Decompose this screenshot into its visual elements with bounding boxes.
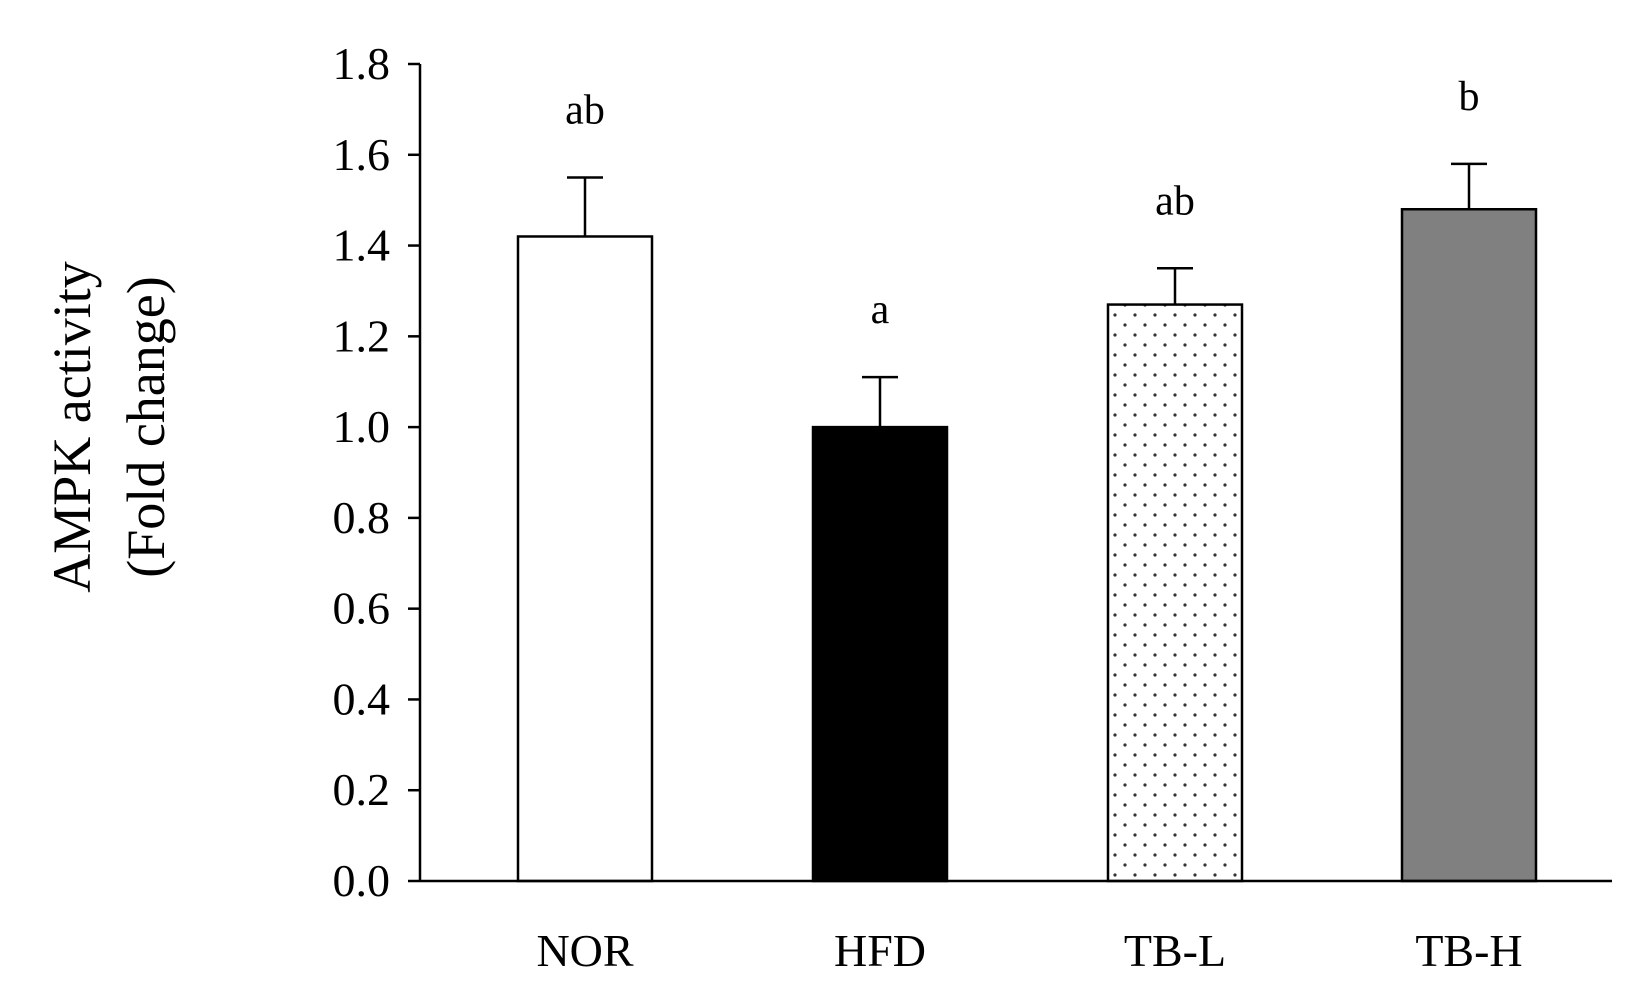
significance-label: ab <box>1155 178 1195 224</box>
y-axis-title: AMPK activity (Fold change) <box>42 261 176 593</box>
y-tick-label: 0.2 <box>333 764 391 815</box>
significance-labels: ab a ab b <box>565 74 1479 333</box>
y-tick-label: 0.8 <box>333 492 391 543</box>
y-axis-ticks: 0.0 0.2 0.4 0.6 0.8 1.0 1.2 1.4 1.6 1.8 <box>333 38 420 906</box>
category-label: TB-H <box>1415 925 1522 976</box>
bar-nor <box>516 235 654 883</box>
significance-label: ab <box>565 87 605 133</box>
bar-series <box>516 207 1538 883</box>
y-axis-title-line-2: (Fold change) <box>116 276 176 577</box>
significance-label: b <box>1459 74 1480 120</box>
category-label: NOR <box>536 925 633 976</box>
y-axis-title-line-1: AMPK activity <box>42 261 102 593</box>
y-tick-label: 0.4 <box>333 673 391 724</box>
x-axis-categories: NOR HFD TB-L TB-H <box>536 925 1522 976</box>
y-tick-label: 1.0 <box>333 401 391 452</box>
y-tick-label: 1.2 <box>333 310 391 361</box>
y-tick-label: 1.8 <box>333 38 391 89</box>
y-tick-label: 1.4 <box>333 220 391 271</box>
category-label: TB-L <box>1124 925 1226 976</box>
bar-tb-l <box>1106 303 1244 883</box>
y-tick-label: 1.6 <box>333 129 391 180</box>
bar-tb-h <box>1400 207 1538 883</box>
category-label: HFD <box>834 925 926 976</box>
error-bars <box>567 162 1487 428</box>
bar-hfd <box>811 425 949 883</box>
significance-label: a <box>871 287 890 333</box>
y-tick-label: 0.6 <box>333 583 391 634</box>
y-tick-label: 0.0 <box>333 855 391 906</box>
